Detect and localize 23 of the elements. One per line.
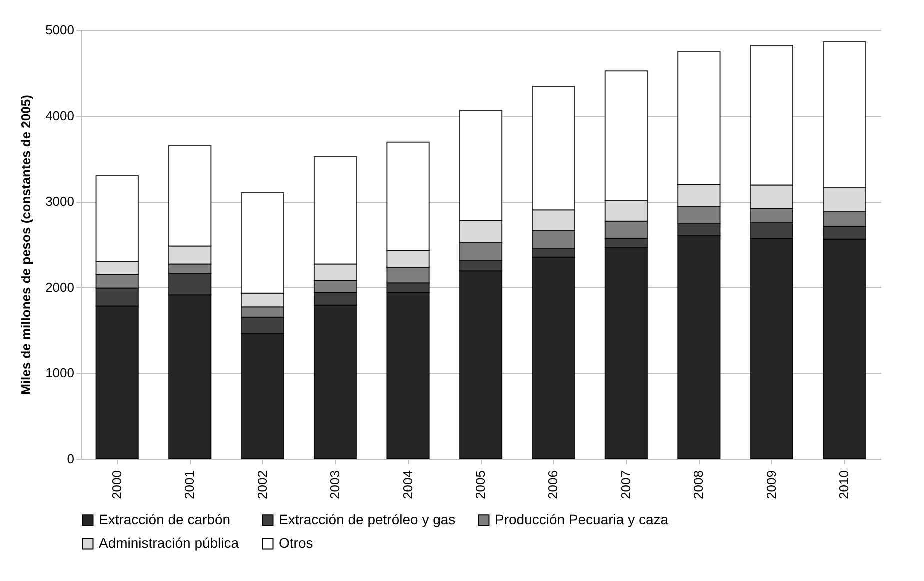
legend-label: Producción Pecuaria y caza [495, 511, 669, 528]
x-tick-label: 2006 [546, 470, 561, 500]
y-tick-label: 1000 [46, 366, 74, 381]
legend-label: Otros [279, 535, 314, 551]
legend-label: Extracción de petróleo y gas [279, 511, 456, 528]
y-tick-label: 3000 [46, 194, 74, 210]
x-tick-label: 2009 [764, 470, 779, 500]
y-tick-label: 2000 [46, 280, 74, 295]
x-tick-label: 2001 [182, 470, 198, 500]
y-tick-label: 4000 [46, 108, 74, 124]
x-tick-label: 2010 [836, 470, 852, 500]
x-tick-label: 2004 [400, 470, 416, 500]
x-tick-label: 2000 [109, 470, 124, 500]
legend-label: Extracción de carbón [99, 511, 231, 528]
x-tick-label: 2005 [473, 470, 488, 500]
y-axis-title: Miles de millones de pesos (constantes de 2005) [18, 95, 34, 395]
x-tick-label: 2003 [328, 470, 343, 500]
x-tick-label: 2008 [691, 470, 706, 500]
legend-label: Administración pública [99, 535, 240, 551]
x-tick-label: 2007 [618, 470, 634, 500]
x-tick-label: 2002 [254, 470, 270, 500]
y-tick-label: 5000 [46, 22, 74, 38]
y-tick-label: 0 [67, 452, 74, 466]
